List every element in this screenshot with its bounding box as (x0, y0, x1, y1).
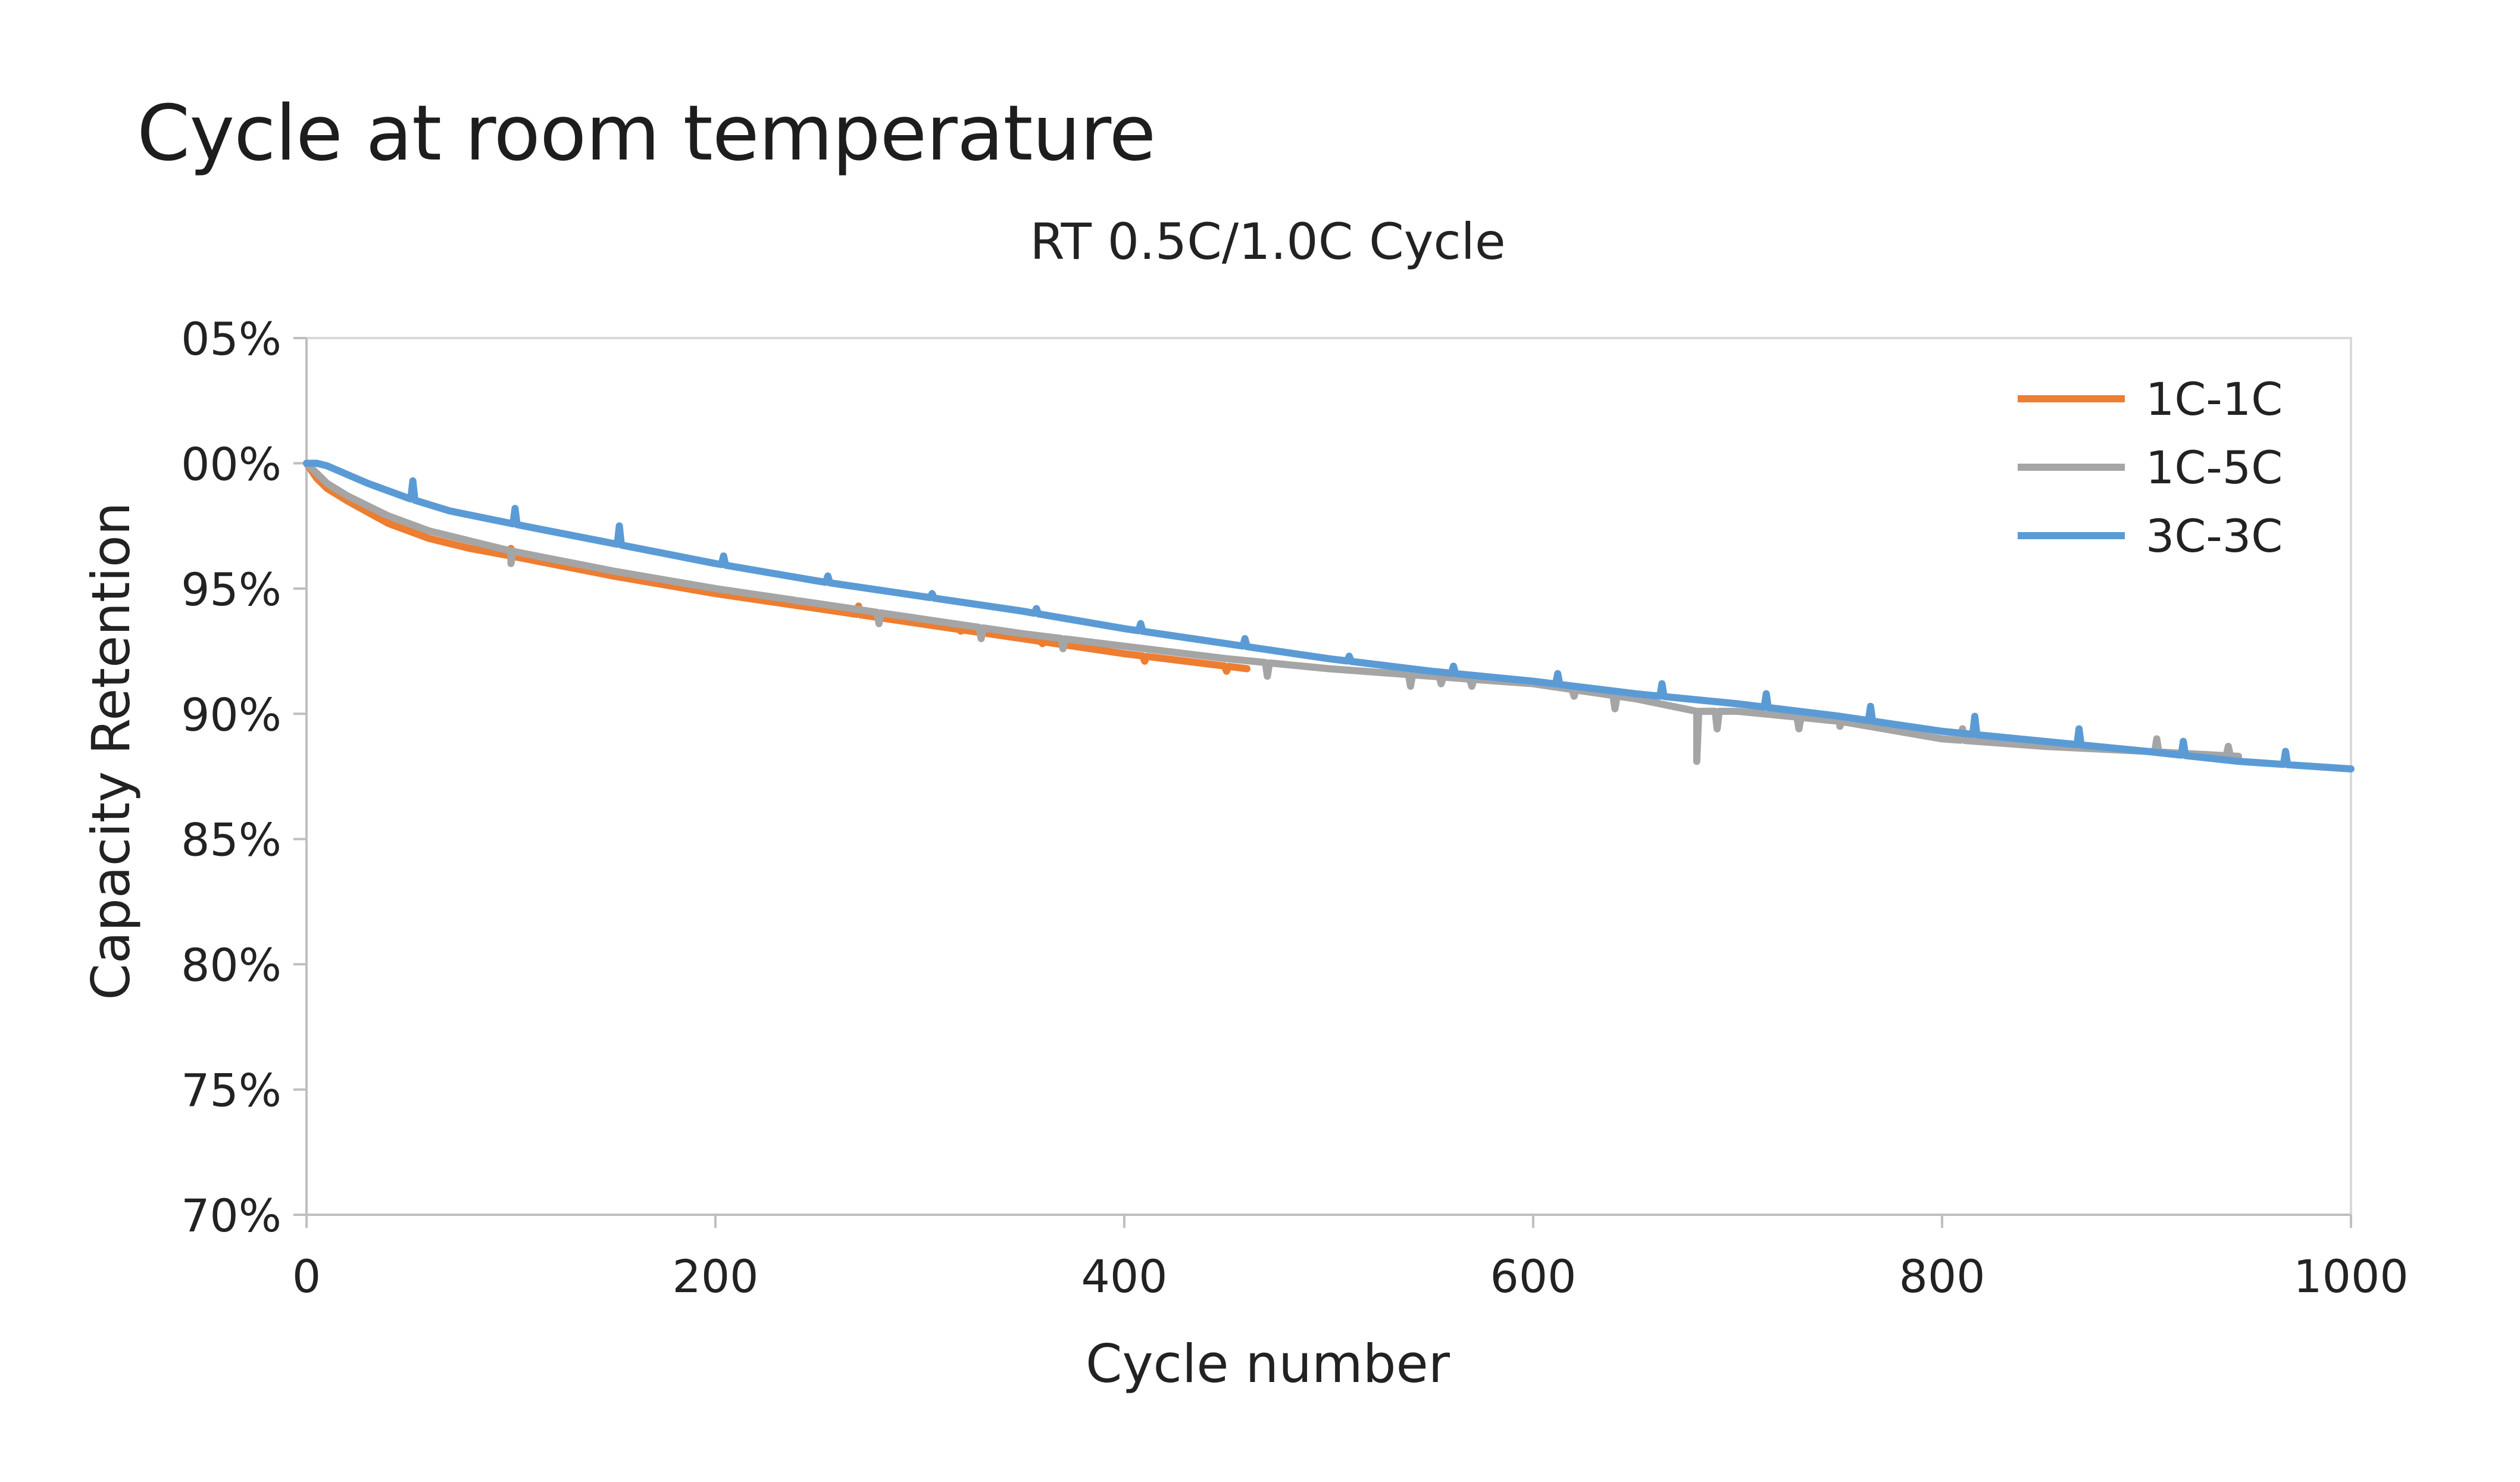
page-heading: Cycle at room temperature (137, 89, 1156, 178)
legend-label-3c-3c: 3C-3C (2146, 509, 2283, 562)
series-line-1c-1c (303, 459, 1251, 675)
y-tick-label: 90% (181, 688, 282, 741)
y-axis-ticks: 70% 75% 80% 85% 90% 95% 00% 05% (181, 312, 307, 1242)
y-tick-label: 70% (181, 1189, 282, 1242)
x-tick-label: 200 (672, 1250, 758, 1303)
legend-label-1c-1c: 1C-1C (2146, 373, 2283, 426)
y-tick-label: 85% (181, 814, 282, 867)
y-tick-label: 80% (181, 939, 282, 992)
series-line-3c-3c (303, 459, 2355, 773)
legend-label-1c-5c: 1C-5C (2146, 441, 2283, 494)
x-tick-label: 0 (292, 1250, 321, 1303)
data-series (303, 459, 2355, 773)
x-axis-label: Cycle number (1086, 1333, 1450, 1395)
x-tick-label: 1000 (2293, 1250, 2408, 1303)
x-axis-ticks: 0 200 400 600 800 1000 (292, 1215, 2409, 1303)
series-line-1c-5c (303, 459, 2243, 765)
chart-title: RT 0.5C/1.0C Cycle (1030, 212, 1505, 271)
chart-legend: 1C-1C 1C-5C 3C-3C (2018, 373, 2283, 562)
y-axis-label: Capacity Retention (80, 502, 142, 1000)
x-tick-label: 800 (1899, 1250, 1985, 1303)
x-tick-label: 600 (1490, 1250, 1576, 1303)
y-tick-label: 05% (181, 312, 282, 365)
x-tick-label: 400 (1081, 1250, 1167, 1303)
y-tick-label: 00% (181, 437, 282, 490)
y-tick-label: 75% (181, 1064, 282, 1117)
y-tick-label: 95% (181, 563, 282, 616)
